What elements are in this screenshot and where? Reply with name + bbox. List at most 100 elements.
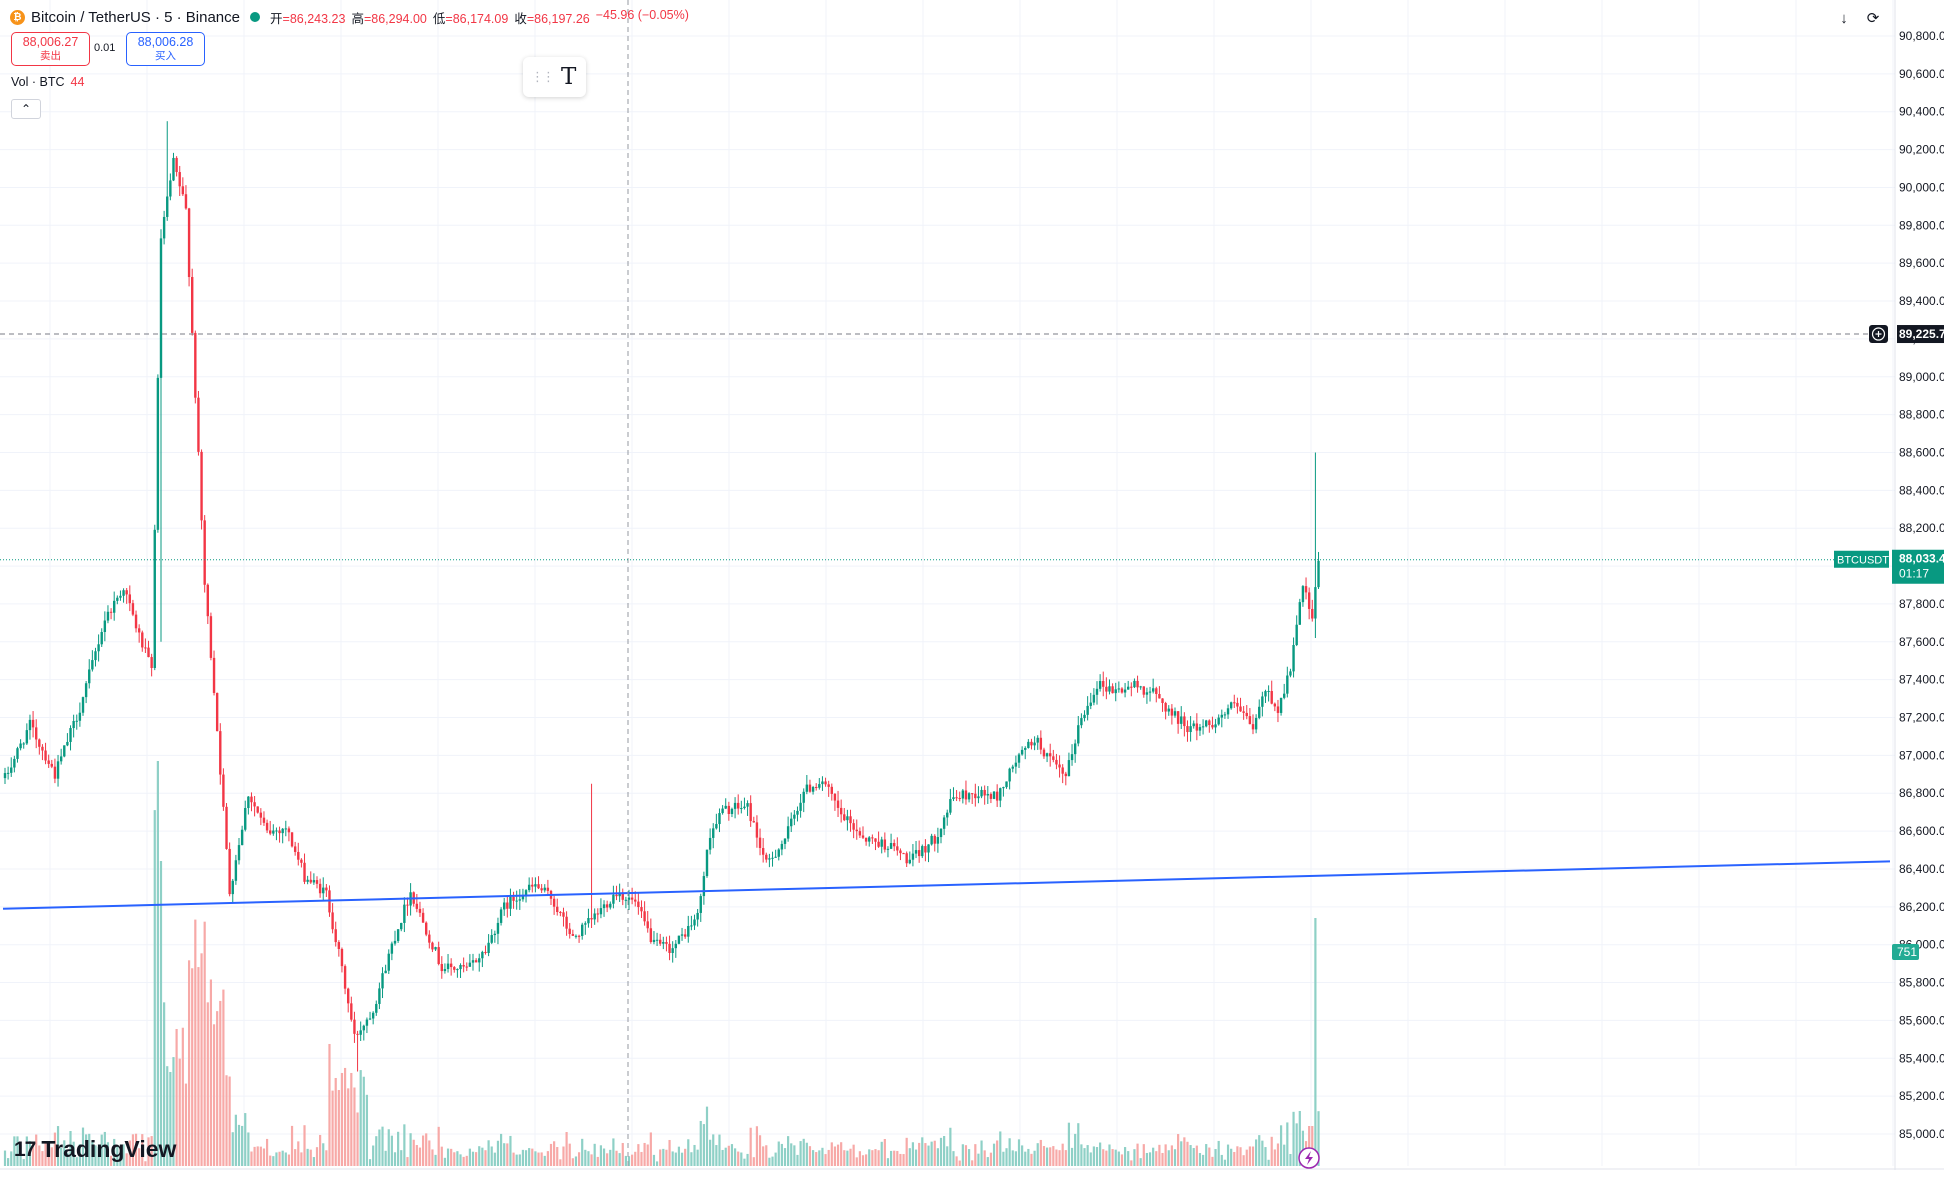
candle-body [403,904,406,923]
floating-drawing-toolbar[interactable]: ⋮⋮ T [523,57,586,97]
candle [371,1011,375,1025]
buy-button[interactable]: 88,006.28 买入 [126,32,205,66]
volume-bar [331,1090,334,1166]
candle-body [446,963,450,970]
candle-body [415,903,419,909]
candle-body [503,902,506,910]
candle [702,871,706,905]
drag-handle-icon[interactable]: ⋮⋮ [531,69,555,84]
candle [721,805,724,815]
candle-body [103,620,107,632]
volume-bar [918,1142,921,1166]
volume-bar [712,1134,715,1166]
candle-body [861,835,865,838]
volume-bar [403,1124,406,1166]
volume-bar [300,1152,303,1166]
candle [1102,671,1105,697]
candle [799,794,802,818]
candle [802,788,805,813]
candle-body [908,859,911,864]
candle-body [1226,708,1230,715]
high-label: 高 [351,11,364,26]
candle [815,783,818,791]
volume-legend[interactable]: Vol · BTC 44 [11,75,84,89]
candle [1039,730,1043,755]
candle-body [964,790,968,800]
candle [796,806,799,822]
volume-bar [702,1124,705,1166]
volume-bar [1130,1160,1133,1166]
candle-body [1151,688,1155,692]
candle [1229,701,1233,710]
candle [462,957,465,973]
candle-body [1258,706,1261,718]
candle-body [927,844,930,853]
candle [131,599,135,617]
candle-body [921,846,924,857]
refresh-icon[interactable]: ⟳ [1866,10,1880,27]
text-tool-icon[interactable]: T [561,64,577,90]
candle-body [506,902,509,909]
volume-bar [306,1148,309,1166]
candle-body [724,805,727,809]
candle [381,967,384,999]
candle [839,799,843,823]
candle-body [287,828,291,833]
symbol-title[interactable]: Bitcoin / TetherUS · 5 · Binance [31,8,240,26]
candle-body [453,967,456,970]
volume-bar [577,1152,581,1166]
volume-bar [631,1154,634,1166]
add-alert-icon[interactable] [1869,325,1888,344]
candle-body [269,830,272,834]
candle [350,996,353,1022]
candle-body [1095,688,1099,695]
candle-body [1123,689,1127,693]
candle-body [1161,698,1164,704]
candle [269,820,272,836]
candle-body [880,839,883,847]
download-arrow-icon[interactable]: ↓ [1840,9,1848,27]
candle-body [793,814,796,819]
candle-body [306,879,309,882]
volume-bar [41,1151,44,1166]
candle-body [375,1003,378,1013]
candle [284,820,287,837]
candle-body [577,935,581,937]
volume-bar [868,1149,871,1166]
candle-body [1229,702,1233,709]
price-tick-label: 89,600.0 [1899,256,1944,270]
sell-button[interactable]: 88,006.27 卖出 [11,32,90,66]
candle [599,898,603,919]
candle-body [1189,726,1192,733]
lightning-icon[interactable] [1298,1147,1320,1169]
trendline[interactable] [2,860,1891,910]
candle-body [456,969,459,971]
candle-body [765,854,768,860]
volume-bar [10,1151,13,1166]
volume-bar [7,1158,10,1166]
candle [958,791,961,802]
candle [225,803,228,850]
candle-body [272,830,275,834]
candle-body [365,1019,369,1026]
volume-bar [680,1152,684,1166]
candle-body [387,953,390,971]
volume-bar [986,1157,989,1166]
volume-bar [44,1143,47,1166]
watermark-text: TradingView [41,1136,177,1162]
volume-bar [899,1153,902,1166]
candle [543,884,546,893]
volume-bar [125,1153,128,1166]
volume-bar [1239,1147,1242,1166]
ohlc-values: 开=86,243.23 高=86,294.00 低=86,174.09 收=86… [270,8,689,27]
volume-bar [219,1000,222,1166]
candle [908,851,911,865]
candle-body [683,934,687,937]
candle [141,630,144,652]
candle-body [1002,787,1005,789]
volume-bar [3,1150,7,1166]
market-status-icon[interactable] [250,12,260,22]
collapse-legend-button[interactable]: ⌃ [11,99,41,119]
volume-bar [131,1134,135,1166]
